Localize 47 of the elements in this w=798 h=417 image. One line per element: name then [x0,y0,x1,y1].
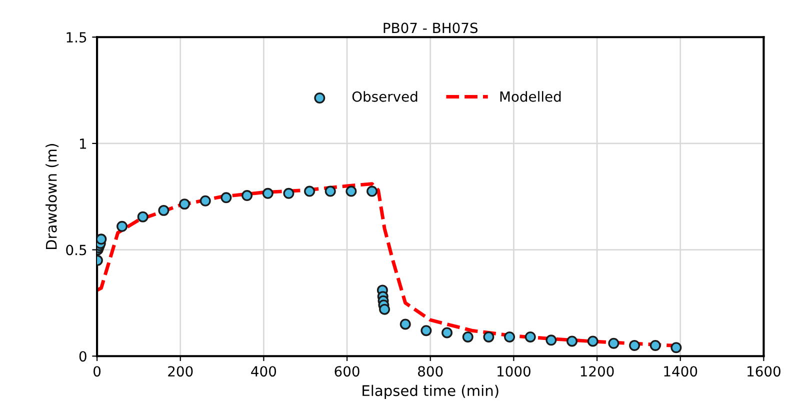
point [262,188,274,199]
point [346,186,357,197]
x-tick-label: 1200 [580,366,614,377]
point [158,204,170,216]
point [220,192,232,204]
y-tick-label: 1.5 [66,32,86,43]
y-tick-label: 0.5 [66,244,86,256]
point [379,304,390,315]
x-tick-label: 1600 [748,366,780,377]
point [483,331,494,342]
point [137,211,148,222]
legend-label: Observed [352,91,418,102]
point [324,186,336,197]
point [629,340,640,351]
legend-label: Modelled [500,91,561,102]
x-tick-label: 200 [168,366,193,377]
point [504,331,516,342]
point [97,234,107,245]
x-tick-label: 600 [334,366,360,377]
point [442,327,453,338]
x-tick-label: 1000 [498,366,530,377]
x-tick-label: 400 [251,366,276,377]
x-tick-label: 1400 [664,366,698,377]
y-tick-label: 1 [80,138,86,149]
point [400,318,411,330]
point [524,331,536,342]
point [242,190,253,202]
y-axis-title: Drawdown (m) [46,144,59,250]
point [116,220,128,232]
point [650,340,661,351]
y-tick-label: 0 [79,351,86,362]
point [670,342,682,354]
point [200,195,211,206]
point [566,336,578,347]
chart-title: PB07 - BH07S [384,22,478,34]
point [587,336,598,347]
point [462,331,474,342]
x-tick-label: 0 [94,366,101,377]
x-tick-label: 800 [418,366,443,377]
point [420,325,432,336]
x-axis-title: Elapsed time (min) [362,384,498,399]
point [546,334,557,346]
point [366,186,378,197]
point [179,198,190,210]
point [304,186,316,197]
point [608,338,620,349]
point [283,188,294,199]
